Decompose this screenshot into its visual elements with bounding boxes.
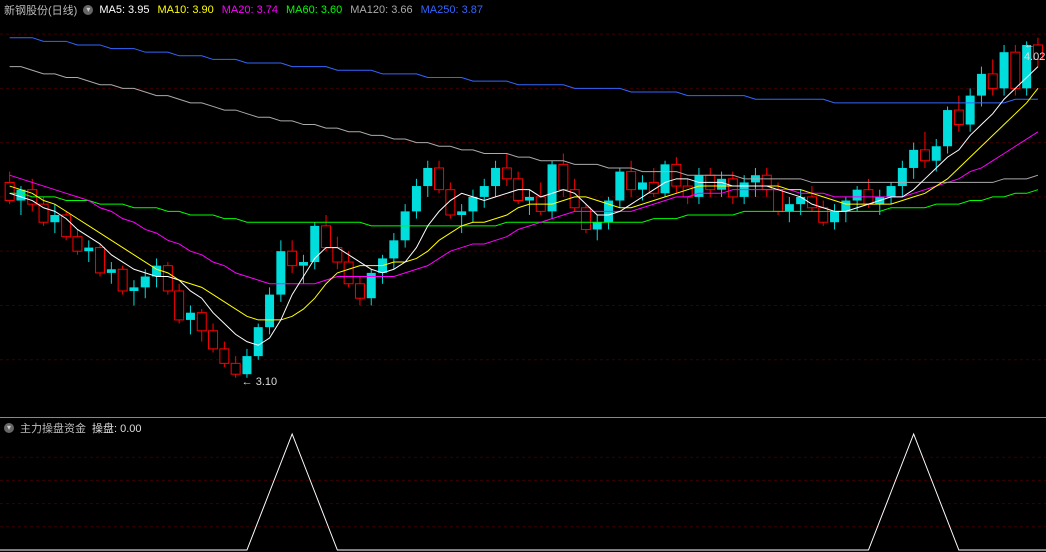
- sub-value: 操盘: 0.00: [92, 420, 142, 436]
- main-candlestick-chart[interactable]: 新钢股份(日线) ▾ MA5: 3.95 MA10: 3.90 MA20: 3.74…: [0, 0, 1046, 418]
- ma-indicator: MA10: 3.90: [157, 4, 213, 16]
- ma-indicator: MA5: 3.95: [99, 4, 149, 16]
- price-low-label: ← 3.10: [242, 376, 277, 388]
- ma-indicator: MA250: 3.87: [421, 4, 483, 16]
- stock-title: 新钢股份(日线): [4, 2, 77, 18]
- sub-chart-svg: [0, 418, 1046, 552]
- sub-chart-header: ▾ 主力操盘资金 操盘: 0.00: [4, 420, 142, 436]
- sub-indicator-chart[interactable]: ▾ 主力操盘资金 操盘: 0.00: [0, 418, 1046, 552]
- ma-legend: MA5: 3.95 MA10: 3.90 MA20: 3.74 MA60: 3.60 M…: [99, 4, 491, 16]
- ma-indicator: MA60: 3.60: [286, 4, 342, 16]
- main-chart-svg: [0, 0, 1046, 418]
- price-high-label: ← 4.02: [1024, 39, 1046, 63]
- ma-indicator: MA20: 3.74: [222, 4, 278, 16]
- sub-title: 主力操盘资金: [20, 420, 86, 436]
- collapse-icon[interactable]: ▾: [83, 5, 93, 15]
- main-chart-header: 新钢股份(日线) ▾ MA5: 3.95 MA10: 3.90 MA20: 3.74…: [4, 2, 491, 18]
- collapse-icon[interactable]: ▾: [4, 423, 14, 433]
- ma-indicator: MA120: 3.66: [350, 4, 412, 16]
